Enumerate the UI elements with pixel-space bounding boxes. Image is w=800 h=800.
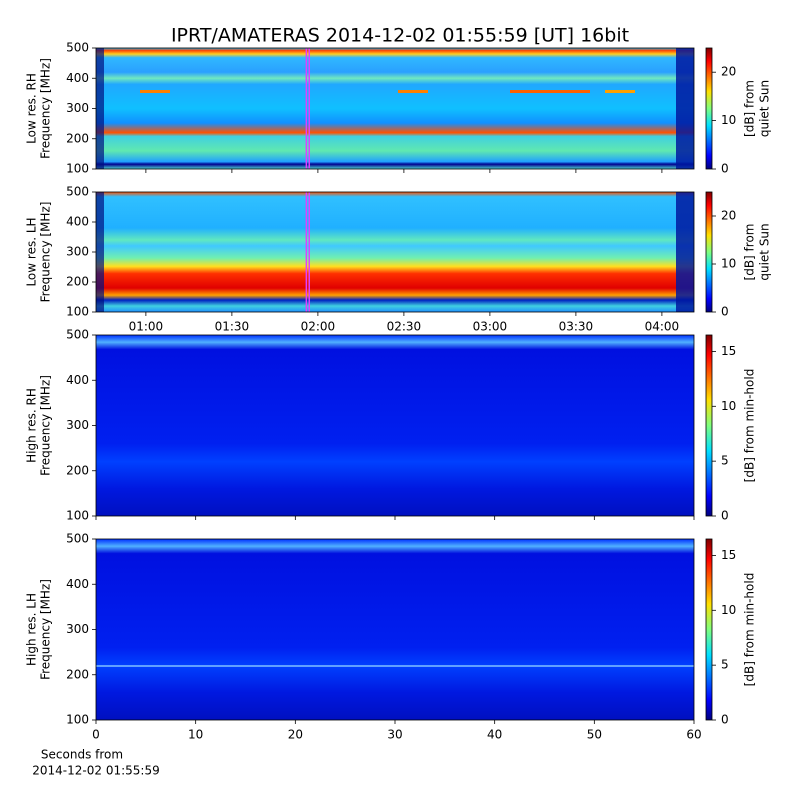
x-tick-label: 02:00 xyxy=(301,320,336,334)
y-axis-label: Frequency [MHz] xyxy=(39,375,53,476)
y-axis-label: Frequency [MHz] xyxy=(39,202,53,303)
colorbar-tick-label: 15 xyxy=(721,344,736,358)
colorbar-tick-label: 20 xyxy=(721,209,736,223)
colorbar-label: quiet Sun xyxy=(758,223,772,280)
spectrum-texture xyxy=(140,90,170,93)
y-tick-label: 200 xyxy=(66,667,89,681)
spectrum-texture xyxy=(96,665,694,667)
y-axis-label: High res. RH xyxy=(25,388,39,463)
colorbar-label: [dB] from xyxy=(743,80,757,137)
y-tick-label: 300 xyxy=(66,622,89,636)
colorbar-tick-label: 10 xyxy=(721,603,736,617)
y-tick-label: 100 xyxy=(66,162,89,176)
x-tick-label: 02:30 xyxy=(387,320,422,334)
colorbar-tick-label: 0 xyxy=(721,305,729,319)
x-tick-label: 10 xyxy=(188,728,203,742)
colorbar-label: [dB] from min-hold xyxy=(743,573,757,687)
y-tick-label: 500 xyxy=(66,185,89,199)
x-tick-label: 50 xyxy=(587,728,602,742)
colorbar-tick-label: 10 xyxy=(721,399,736,413)
y-tick-label: 300 xyxy=(66,418,89,432)
colorbar-label: [dB] from min-hold xyxy=(743,369,757,483)
chart-title: IPRT/AMATERAS 2014-12-02 01:55:59 [UT] 1… xyxy=(171,25,629,47)
y-tick-label: 200 xyxy=(66,131,89,145)
y-tick-label: 400 xyxy=(66,373,89,387)
y-tick-label: 100 xyxy=(66,509,89,523)
y-tick-label: 500 xyxy=(66,41,89,55)
spectrum-texture xyxy=(96,539,694,720)
y-tick-label: 100 xyxy=(66,305,89,319)
spectrum-texture xyxy=(96,48,694,169)
colorbar-tick-label: 0 xyxy=(721,162,729,176)
y-axis-label: Low res. LH xyxy=(25,217,39,286)
colorbar-tick-label: 5 xyxy=(721,658,729,672)
spectrum-texture xyxy=(676,48,694,169)
colorbar-tick-label: 15 xyxy=(721,548,736,562)
x-tick-label: 03:30 xyxy=(559,320,594,334)
colorbar xyxy=(705,191,713,313)
y-tick-label: 500 xyxy=(66,328,89,342)
y-axis-label: Frequency [MHz] xyxy=(39,58,53,159)
x-tick-label: 01:00 xyxy=(129,320,164,334)
colorbar-tick-label: 20 xyxy=(721,65,736,79)
y-tick-label: 400 xyxy=(66,577,89,591)
colorbar xyxy=(705,538,713,721)
colorbar-label: quiet Sun xyxy=(758,80,772,137)
colorbar-tick-label: 10 xyxy=(721,113,736,127)
y-axis-label: Frequency [MHz] xyxy=(39,579,53,680)
y-axis-label: High res. LH xyxy=(25,593,39,666)
colorbar-label: [dB] from xyxy=(743,224,757,281)
spectrum-texture xyxy=(96,192,104,312)
y-tick-label: 200 xyxy=(66,275,89,289)
spectrum-texture xyxy=(96,48,104,169)
x-tick-label: 40 xyxy=(487,728,502,742)
spectrum-texture xyxy=(605,90,635,93)
colorbar-tick-label: 5 xyxy=(721,454,729,468)
y-tick-label: 400 xyxy=(66,71,89,85)
y-tick-label: 200 xyxy=(66,463,89,477)
x-tick-label: 60 xyxy=(686,728,701,742)
x-tick-label: 30 xyxy=(387,728,402,742)
spectrum-texture xyxy=(510,90,590,93)
x-axis-label: Seconds from xyxy=(41,748,123,762)
y-tick-label: 400 xyxy=(66,215,89,229)
colorbar-tick-label: 0 xyxy=(721,509,729,523)
colorbar xyxy=(705,334,713,517)
x-tick-label: 04:00 xyxy=(645,320,680,334)
y-tick-label: 100 xyxy=(66,713,89,727)
spectrum-texture xyxy=(676,192,694,312)
y-tick-label: 300 xyxy=(66,245,89,259)
y-tick-label: 300 xyxy=(66,101,89,115)
colorbar-tick-label: 10 xyxy=(721,257,736,271)
spectrum-texture xyxy=(96,335,694,516)
x-tick-label: 0 xyxy=(92,728,100,742)
colorbar xyxy=(705,47,713,170)
spectrum-texture xyxy=(96,192,694,312)
colorbar-tick-label: 0 xyxy=(721,713,729,727)
y-tick-label: 500 xyxy=(66,532,89,546)
x-tick-label: 20 xyxy=(288,728,303,742)
y-axis-label: Low res. RH xyxy=(25,73,39,144)
x-axis-label: 2014-12-02 01:55:59 xyxy=(32,764,159,778)
x-tick-label: 01:30 xyxy=(215,320,250,334)
x-tick-label: 03:00 xyxy=(473,320,508,334)
spectrum-texture xyxy=(398,90,428,93)
